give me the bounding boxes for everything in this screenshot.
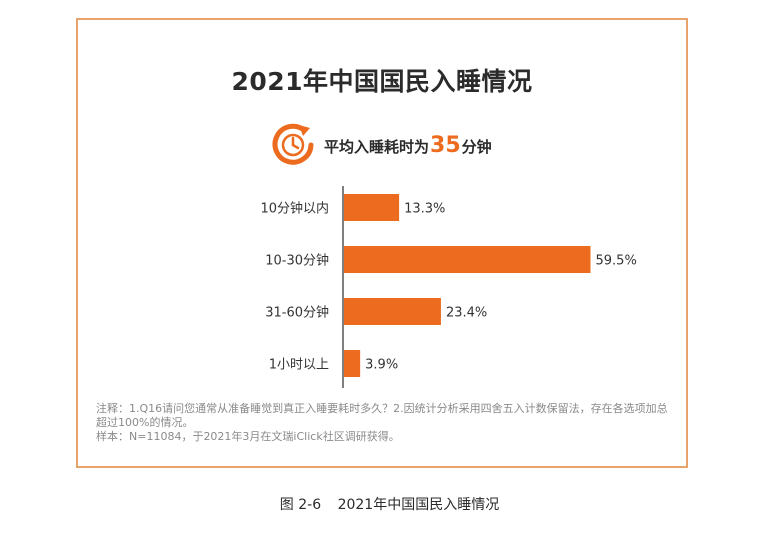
figure-number: 图 2-6: [279, 497, 322, 513]
category-label: 1小时以上: [269, 358, 329, 373]
category-label: 31-60分钟: [265, 305, 329, 321]
value-label: 3.9%: [365, 358, 398, 373]
chart-title: 2021年中国国民入睡情况: [231, 67, 533, 96]
average-sleep-summary: 平均入睡耗时为 35 分钟: [270, 121, 492, 169]
note-line-2: 样本：N=11084，于2021年3月在文瑞iClick社区调研获得。: [96, 430, 400, 443]
bar: [344, 194, 400, 221]
bar: [344, 298, 441, 325]
figure-caption: 图 2-6 2021年中国国民入睡情况: [0, 494, 779, 514]
bar-chart: 10分钟以内 13.3% 10-30分钟 59.5% 31-60分钟 23.4% 1小时以上…: [260, 186, 637, 388]
value-label: 13.3%: [404, 202, 445, 217]
summary-prefix: 平均入睡耗时为: [324, 137, 430, 156]
summary-number: 35: [430, 132, 461, 158]
category-label: 10-30分钟: [265, 253, 329, 269]
note-line-1: 注释：1.Q16请问您通常从准备睡觉到真正入睡要耗时多久？2.因统计分析采用四舍…: [96, 402, 668, 429]
value-label: 59.5%: [596, 254, 637, 269]
chart-frame: 2021年中国国民入睡情况 平均入睡耗时为 35 分钟 10分钟以内 13.3% 1…: [76, 18, 688, 468]
value-label: 23.4%: [446, 306, 487, 321]
clock-icon: [272, 123, 314, 165]
summary-suffix: 分钟: [461, 137, 492, 156]
bar: [344, 350, 361, 377]
chart-notes: 注释：1.Q16请问您通常从准备睡觉到真正入睡要耗时多久？2.因统计分析采用四舍…: [96, 402, 676, 444]
bar: [344, 246, 591, 273]
figure-caption-text: 2021年中国国民入睡情况: [337, 497, 500, 513]
category-label: 10分钟以内: [260, 201, 329, 217]
